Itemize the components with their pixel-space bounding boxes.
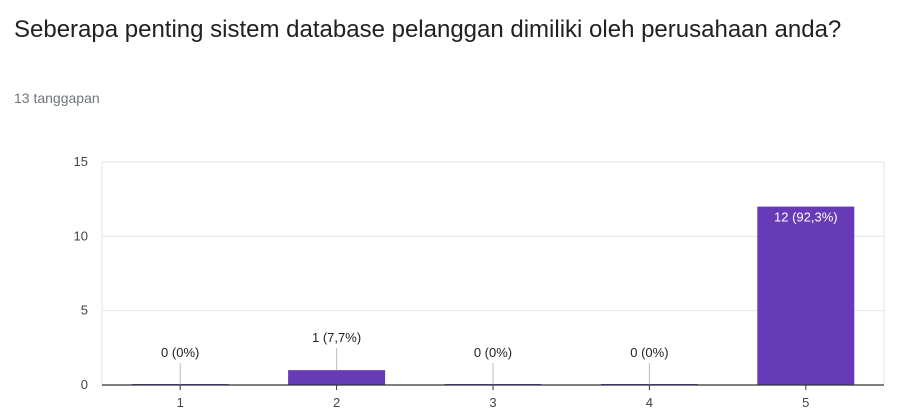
y-tick-label: 10 bbox=[74, 228, 88, 243]
bar bbox=[288, 370, 386, 385]
x-tick-label: 3 bbox=[489, 395, 496, 410]
data-label: 0 (0%) bbox=[474, 345, 512, 360]
y-tick-label: 15 bbox=[74, 154, 88, 169]
x-tick-label: 1 bbox=[177, 395, 184, 410]
data-label: 12 (92,3%) bbox=[774, 210, 838, 225]
question-title: Seberapa penting sistem database pelangg… bbox=[14, 16, 842, 43]
x-tick-label: 4 bbox=[646, 395, 653, 410]
data-label: 0 (0%) bbox=[630, 345, 668, 360]
x-tick-label: 5 bbox=[802, 395, 809, 410]
x-tick-label: 2 bbox=[333, 395, 340, 410]
y-tick-label: 0 bbox=[81, 377, 88, 392]
y-tick-label: 5 bbox=[81, 303, 88, 318]
response-count: 13 tanggapan bbox=[14, 90, 100, 106]
bar bbox=[757, 206, 855, 385]
data-label: 1 (7,7%) bbox=[312, 330, 361, 345]
data-label: 0 (0%) bbox=[161, 345, 199, 360]
